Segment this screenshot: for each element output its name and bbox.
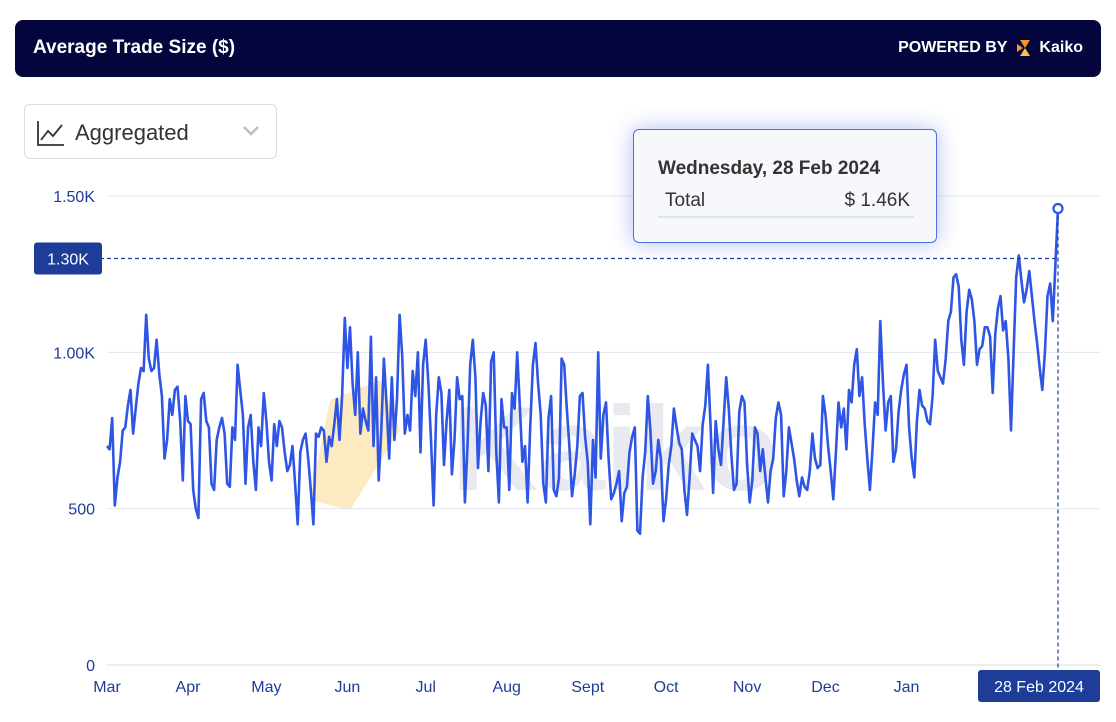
x-tick-label: Jan <box>894 679 920 696</box>
powered-by: POWERED BY Kaiko <box>898 39 1083 57</box>
hover-tooltip: Wednesday, 28 Feb 2024 Total $ 1.46K <box>633 129 937 243</box>
gridlines <box>107 195 1100 666</box>
series-line-total <box>105 208 1060 535</box>
y-tick-label: 0 <box>86 658 95 675</box>
x-tick-label: Aug <box>492 679 520 696</box>
chart-title: Average Trade Size ($) <box>33 37 236 58</box>
tooltip-series-value: $ 1.46K <box>844 190 911 211</box>
chart-header: Average Trade Size ($) POWERED BY Kaiko <box>15 20 1101 77</box>
y-tick-label: 500 <box>68 502 95 519</box>
x-tick-label: Apr <box>176 679 202 696</box>
x-tick-label: May <box>251 679 281 696</box>
crosshair-y-badge <box>34 242 102 275</box>
x-tick-label: Oct <box>654 679 679 696</box>
kaiko-logo[interactable]: Kaiko <box>1016 39 1083 57</box>
tooltip-row: Total $ 1.46K <box>658 188 914 218</box>
x-tick-label: Mar <box>93 679 121 696</box>
x-tick-label: Sept <box>571 679 604 696</box>
crosshair: 1.30K 28 Feb 2024 <box>34 202 1100 702</box>
kaiko-brand-text: Kaiko <box>1039 39 1083 56</box>
kaiko-logo-icon <box>1017 40 1031 56</box>
series <box>105 208 1060 535</box>
x-tick-label: Dec <box>811 679 839 696</box>
x-tick-label: Jun <box>334 679 360 696</box>
y-tick-label: 1.50K <box>53 189 95 206</box>
axes: 0 500 1.00K 1.50K Mar Apr May Jun Jul Aug Sept Oct N… <box>53 189 919 696</box>
crosshair-x-badge <box>978 670 1100 702</box>
crosshair-x-label: 28 Feb 2024 <box>994 679 1084 696</box>
powered-by-label: POWERED BY <box>898 39 1008 56</box>
y-tick-label: 1.00K <box>53 345 95 362</box>
aggregation-dropdown-label: Aggregated <box>75 120 189 145</box>
line-chart-icon <box>37 121 64 146</box>
tooltip-date: Wednesday, 28 Feb 2024 <box>658 158 881 179</box>
tooltip-series-label: Total <box>665 190 706 211</box>
crosshair-y-label: 1.30K <box>47 252 89 269</box>
chevron-down-icon <box>243 126 259 136</box>
aggregation-dropdown[interactable]: Aggregated <box>24 104 277 159</box>
x-tick-label: Nov <box>733 679 761 696</box>
hover-point-marker <box>1052 202 1064 215</box>
x-tick-label: Jul <box>416 679 436 696</box>
